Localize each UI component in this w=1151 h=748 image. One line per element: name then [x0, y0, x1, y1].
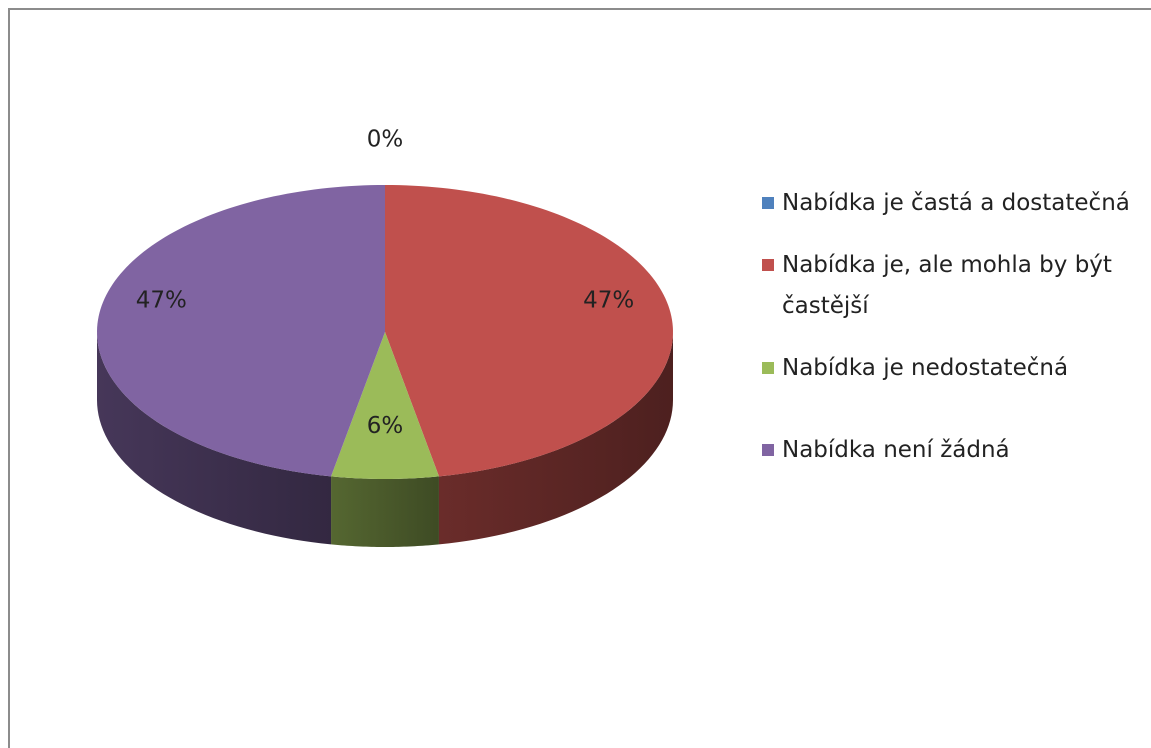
data-label: 47% [136, 288, 187, 314]
legend: Nabídka je častá a dostatečná Nabídka je,… [762, 183, 1147, 492]
slice-side [438, 332, 673, 545]
legend-item: Nabídka není žádná [762, 430, 1147, 471]
legend-label: Nabídka je, ale mohla by být častější [782, 252, 1112, 319]
legend-label: Nabídka není žádná [782, 437, 1010, 463]
data-label: 47% [583, 288, 634, 314]
data-label: 0% [367, 127, 404, 153]
legend-swatch [762, 362, 774, 374]
legend-label: Nabídka je častá a dostatečná [782, 190, 1130, 216]
chart-frame [8, 8, 1151, 748]
slice [385, 185, 673, 477]
data-label: 6% [367, 413, 404, 439]
slice [97, 185, 385, 477]
slice-side [331, 476, 439, 547]
legend-label: Nabídka je nedostatečná [782, 355, 1069, 381]
legend-swatch [762, 197, 774, 209]
slice-side [97, 332, 332, 545]
legend-item: Nabídka je častá a dostatečná [762, 183, 1147, 224]
legend-item: Nabídka je nedostatečná [762, 348, 1147, 389]
legend-swatch [762, 444, 774, 456]
legend-item: Nabídka je, ale mohla by být častější [762, 245, 1147, 327]
slice [331, 332, 439, 479]
legend-swatch [762, 259, 774, 271]
